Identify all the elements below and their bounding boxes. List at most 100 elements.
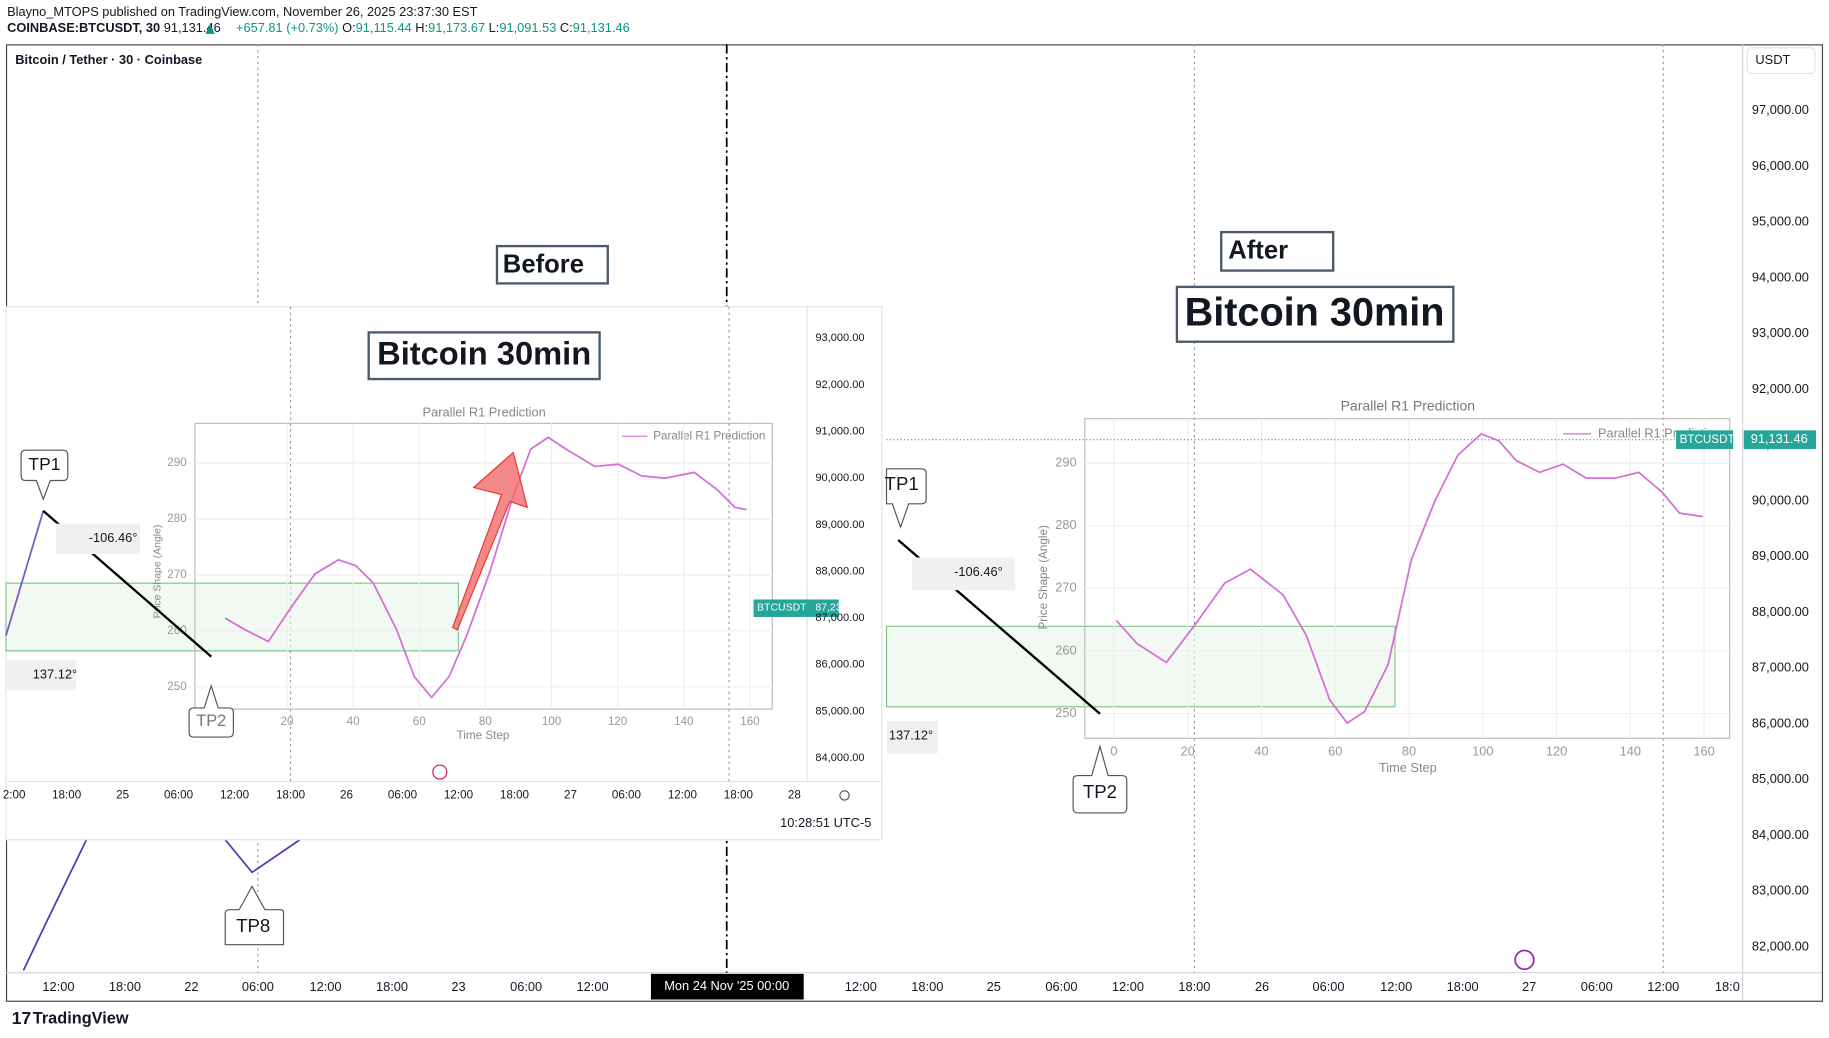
- angle-box: [912, 557, 1015, 591]
- x-tick-label: 40: [347, 715, 360, 728]
- time-tick-label: 27: [1522, 979, 1536, 994]
- arrow: [451, 451, 529, 631]
- time-tick-label: 18:0: [1715, 979, 1740, 994]
- callout: [188, 683, 234, 738]
- time-tick-label: 12:00: [668, 788, 698, 801]
- time-tick-label: 12:00: [577, 979, 609, 994]
- time-tick-label: 06:00: [164, 788, 194, 801]
- header-quote: COINBASE:BTCUSDT, 30 91,131.46 +657.81 (…: [7, 21, 630, 36]
- currency-box[interactable]: [1746, 47, 1816, 75]
- time-tick-label: 12:00: [309, 979, 341, 994]
- before-title: Bitcoin 30min: [377, 334, 591, 371]
- y-label: Price Shape (Angle): [1037, 525, 1050, 629]
- price-tick-label: 90,000.00: [1752, 492, 1809, 507]
- callout: [885, 468, 927, 529]
- price-tick-label: 89,000.00: [815, 519, 864, 531]
- x-tick-label: 40: [1254, 744, 1268, 759]
- time-tick-label: 18:00: [109, 979, 141, 994]
- tp8: TP8: [236, 915, 270, 936]
- x-tick-label: 20: [281, 715, 294, 728]
- price-tick-label: 83,000.00: [1752, 883, 1809, 898]
- price-tick-label: 93,000.00: [1752, 325, 1809, 340]
- time-tick-label: 26: [340, 788, 353, 801]
- angle-box: [56, 523, 141, 554]
- badge: [1743, 430, 1817, 450]
- crosshair-label: Mon 24 Nov '25 00:00: [664, 978, 789, 993]
- price-tick-label: 90,000.00: [815, 472, 864, 484]
- symbol: COINBASE:BTCUSDT, 30: [7, 21, 160, 36]
- price-tick-label: 97,000.00: [1752, 102, 1809, 117]
- angle: 137.12°: [33, 667, 77, 682]
- title-box: [367, 331, 601, 381]
- time-tick-label: 12:00: [444, 788, 474, 801]
- crosshair-box: [650, 973, 804, 1000]
- time-tick-label: 12:00: [220, 788, 250, 801]
- price-tick-label: 92,000.00: [815, 379, 864, 391]
- callout: [224, 885, 285, 946]
- header-line: Blayno_MTOPS published on TradingView.co…: [7, 4, 477, 19]
- time-tick-label: 12:00: [1647, 979, 1679, 994]
- time-tick-label: 06:00: [388, 788, 418, 801]
- zone: [5, 582, 460, 652]
- time-tick-label: 18:00: [724, 788, 754, 801]
- time-tick-label: 22: [184, 979, 198, 994]
- time-tick-label: 06:00: [242, 979, 274, 994]
- before-label: Before: [503, 251, 584, 279]
- settings-icon[interactable]: [839, 790, 850, 801]
- x-tick-label: 140: [1620, 744, 1641, 759]
- trend-line: [22, 837, 89, 971]
- x-tick-label: 60: [413, 715, 426, 728]
- price-tick-label: 89,000.00: [1752, 548, 1809, 563]
- x-tick-label: 120: [608, 715, 628, 728]
- y-tick-label: 260: [167, 624, 187, 637]
- legend: Parallel R1 Prediction: [653, 429, 765, 442]
- price-tick-label: 87,000.00: [815, 612, 864, 624]
- badge-price: 91,131.46: [1751, 431, 1808, 446]
- time-tick-label: 25: [116, 788, 129, 801]
- price-tick-label: 84,000.00: [1752, 827, 1809, 842]
- y-tick-label: 250: [1055, 705, 1076, 720]
- x-label: Time Step: [457, 729, 510, 742]
- time-tick-label: 18:00: [376, 979, 408, 994]
- plot-title: Parallel R1 Prediction: [1341, 398, 1475, 414]
- prediction-line: [224, 436, 747, 699]
- l: 91,091.53: [499, 21, 556, 36]
- label-box: [1220, 230, 1335, 272]
- currency: USDT: [1755, 52, 1790, 67]
- title-box: [1175, 285, 1455, 343]
- o-label: O:: [342, 21, 356, 36]
- event-icon[interactable]: [1514, 949, 1535, 971]
- time-tick-label: 27: [564, 788, 577, 801]
- time-tick-label: 25: [987, 979, 1001, 994]
- event-icon[interactable]: [432, 764, 448, 780]
- prediction-line: [1115, 432, 1704, 725]
- badge: [753, 599, 839, 617]
- time-tick-label: 12:00: [845, 979, 877, 994]
- time-tick-label: 12:00: [1380, 979, 1412, 994]
- price-tick-label: 88,000.00: [1752, 604, 1809, 619]
- clock: 10:28:51 UTC-5: [780, 815, 871, 830]
- tp1: TP1: [28, 454, 60, 474]
- x-tick-label: 160: [1693, 744, 1714, 759]
- time-tick-label: 06:00: [1045, 979, 1077, 994]
- price-tick-label: 85,000.00: [1752, 771, 1809, 786]
- badge-price: 87,236.31: [815, 602, 862, 613]
- y-tick-label: 280: [1055, 517, 1076, 532]
- time-tick-label: 2:00: [3, 788, 26, 801]
- angle-box: [886, 720, 938, 754]
- x-label: Time Step: [1379, 760, 1437, 775]
- price-tick-label: 93,000.00: [815, 332, 864, 344]
- time-tick-label: 23: [451, 979, 465, 994]
- angle: -106.46°: [89, 530, 138, 545]
- angle: -106.46°: [954, 564, 1003, 579]
- time-tick-label: 18:00: [1447, 979, 1479, 994]
- up-arrow: [205, 24, 215, 34]
- angle: 137.12°: [889, 727, 933, 742]
- price-tick-label: 86,000.00: [1752, 715, 1809, 730]
- angle-box: [5, 660, 76, 691]
- y-tick-label: 270: [167, 568, 187, 581]
- time-tick-label: 18:00: [276, 788, 306, 801]
- c: 91,131.46: [573, 21, 630, 36]
